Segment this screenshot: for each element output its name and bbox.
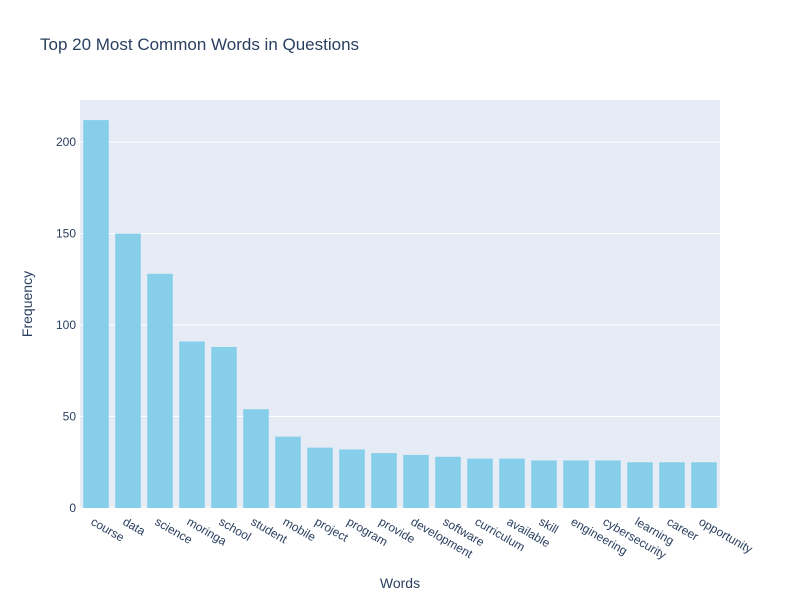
bar	[275, 436, 301, 508]
bar	[179, 341, 205, 508]
bar	[563, 460, 589, 508]
bar	[403, 454, 429, 508]
bar	[499, 458, 525, 508]
bar	[691, 462, 717, 508]
x-tick-label: opportunity	[697, 514, 755, 556]
bar	[531, 460, 557, 508]
bar	[659, 462, 685, 508]
plot-area	[80, 100, 720, 508]
x-axis-title: Words	[380, 575, 420, 591]
bar	[371, 453, 397, 508]
bar	[307, 447, 333, 508]
x-tick-label: course	[89, 514, 127, 544]
y-tick-label: 50	[63, 410, 77, 424]
y-tick-label: 150	[56, 227, 76, 241]
y-tick-label: 100	[56, 318, 76, 332]
y-tick-label: 200	[56, 135, 76, 149]
bar	[595, 460, 621, 508]
y-tick-label: 0	[69, 501, 76, 515]
bar	[243, 409, 269, 508]
y-axis-title: Frequency	[19, 271, 35, 337]
bar	[339, 449, 365, 508]
bar	[147, 273, 173, 508]
bar	[83, 120, 109, 509]
bar	[435, 456, 461, 508]
bar	[211, 346, 237, 508]
bar	[467, 458, 493, 508]
chart-title: Top 20 Most Common Words in Questions	[40, 35, 359, 54]
bar	[115, 233, 141, 508]
bar	[627, 462, 653, 508]
x-tick-label: project	[313, 514, 352, 544]
